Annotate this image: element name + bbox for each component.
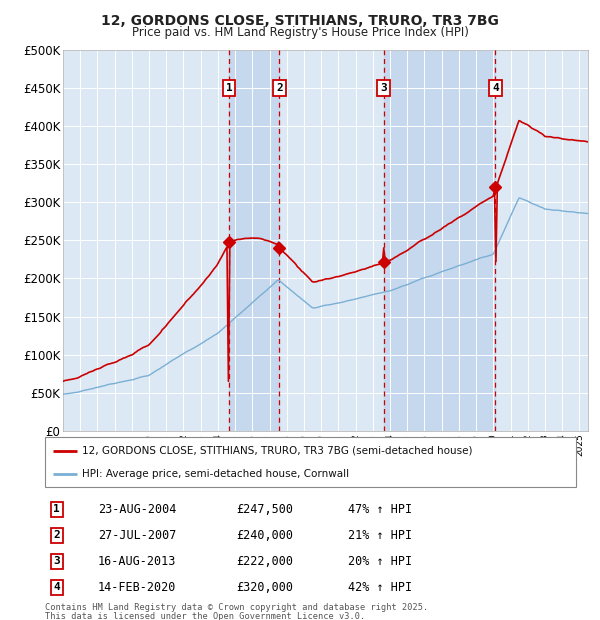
Text: £320,000: £320,000 [236,581,293,594]
Text: 20% ↑ HPI: 20% ↑ HPI [347,555,412,568]
Text: 42% ↑ HPI: 42% ↑ HPI [347,581,412,594]
Text: 27-JUL-2007: 27-JUL-2007 [98,529,176,542]
Text: 2: 2 [53,530,60,541]
Text: 1: 1 [226,82,232,93]
Text: 4: 4 [53,582,60,593]
Text: 14-FEB-2020: 14-FEB-2020 [98,581,176,594]
Text: This data is licensed under the Open Government Licence v3.0.: This data is licensed under the Open Gov… [45,612,365,620]
Text: £240,000: £240,000 [236,529,293,542]
Bar [229,50,280,431]
Text: Price paid vs. HM Land Registry's House Price Index (HPI): Price paid vs. HM Land Registry's House … [131,26,469,39]
Bar [383,50,496,431]
Text: £247,500: £247,500 [236,503,293,516]
Text: 4: 4 [492,82,499,93]
Text: £222,000: £222,000 [236,555,293,568]
Text: 16-AUG-2013: 16-AUG-2013 [98,555,176,568]
Text: 1: 1 [53,504,60,515]
Text: 3: 3 [380,82,387,93]
Text: Contains HM Land Registry data © Crown copyright and database right 2025.: Contains HM Land Registry data © Crown c… [45,603,428,612]
Text: HPI: Average price, semi-detached house, Cornwall: HPI: Average price, semi-detached house,… [82,469,349,479]
FancyBboxPatch shape [45,437,576,487]
Text: 3: 3 [53,556,60,567]
Text: 2: 2 [276,82,283,93]
Text: 12, GORDONS CLOSE, STITHIANS, TRURO, TR3 7BG (semi-detached house): 12, GORDONS CLOSE, STITHIANS, TRURO, TR3… [82,446,473,456]
Text: 12, GORDONS CLOSE, STITHIANS, TRURO, TR3 7BG: 12, GORDONS CLOSE, STITHIANS, TRURO, TR3… [101,14,499,28]
Text: 23-AUG-2004: 23-AUG-2004 [98,503,176,516]
Text: 47% ↑ HPI: 47% ↑ HPI [347,503,412,516]
Text: 21% ↑ HPI: 21% ↑ HPI [347,529,412,542]
